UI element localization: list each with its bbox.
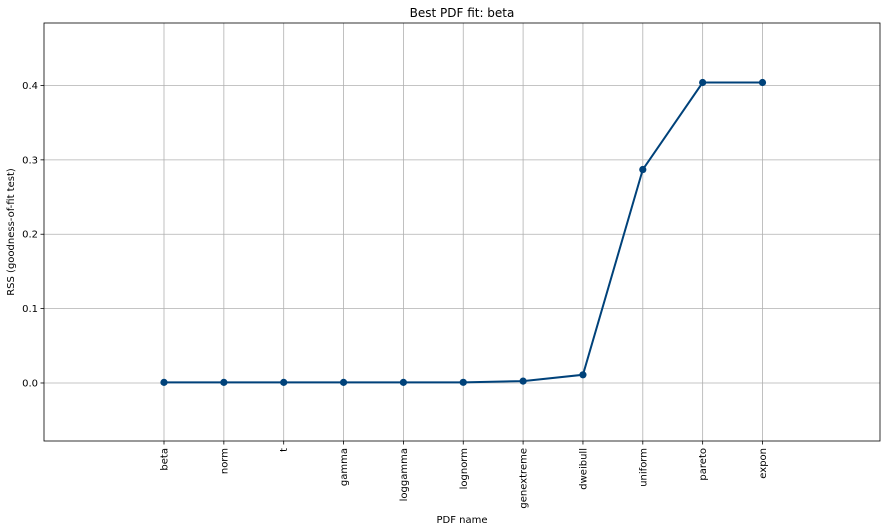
- data-point: [160, 378, 168, 386]
- data-point: [280, 378, 288, 386]
- x-tick-label: expon: [758, 448, 769, 479]
- x-tick-label: lognorm: [459, 448, 470, 489]
- data-point: [699, 78, 707, 87]
- data-point: [399, 378, 407, 386]
- x-tick-label: t: [279, 448, 290, 452]
- y-tick-label: 0.4: [22, 81, 38, 92]
- x-tick-label: norm: [219, 448, 230, 474]
- y-tick-label: 0.0: [22, 378, 38, 389]
- x-tick-label: uniform: [638, 448, 649, 487]
- x-axis: beta norm t gamma loggamma lognorm genextreme d…: [160, 441, 769, 509]
- data-point: [758, 78, 767, 87]
- data-point: [339, 378, 348, 386]
- x-tick-label: pareto: [698, 448, 709, 481]
- y-tick-label: 0.2: [22, 230, 38, 241]
- y-axis: 0.0 0.1 0.2 0.3 0.4: [22, 81, 44, 389]
- x-tick-label: genextreme: [519, 448, 530, 509]
- data-point: [639, 165, 647, 174]
- data-point: [519, 377, 527, 385]
- data-point: [579, 371, 587, 379]
- y-tick-label: 0.3: [22, 155, 38, 166]
- data-point: [459, 378, 467, 386]
- y-axis-label: RSS (goodness-of-fit test): [6, 168, 17, 296]
- plot-frame: [43, 22, 881, 442]
- chart-title: Best PDF fit: beta: [410, 6, 515, 20]
- x-tick-label: beta: [160, 448, 171, 471]
- data-point: [220, 378, 228, 386]
- x-tick-label: gamma: [339, 448, 350, 486]
- x-tick-label: dweibull: [578, 448, 589, 490]
- series: [160, 78, 767, 386]
- x-axis-label: PDF name: [436, 515, 487, 526]
- y-tick-label: 0.1: [22, 304, 38, 315]
- x-tick-label: loggamma: [399, 448, 410, 501]
